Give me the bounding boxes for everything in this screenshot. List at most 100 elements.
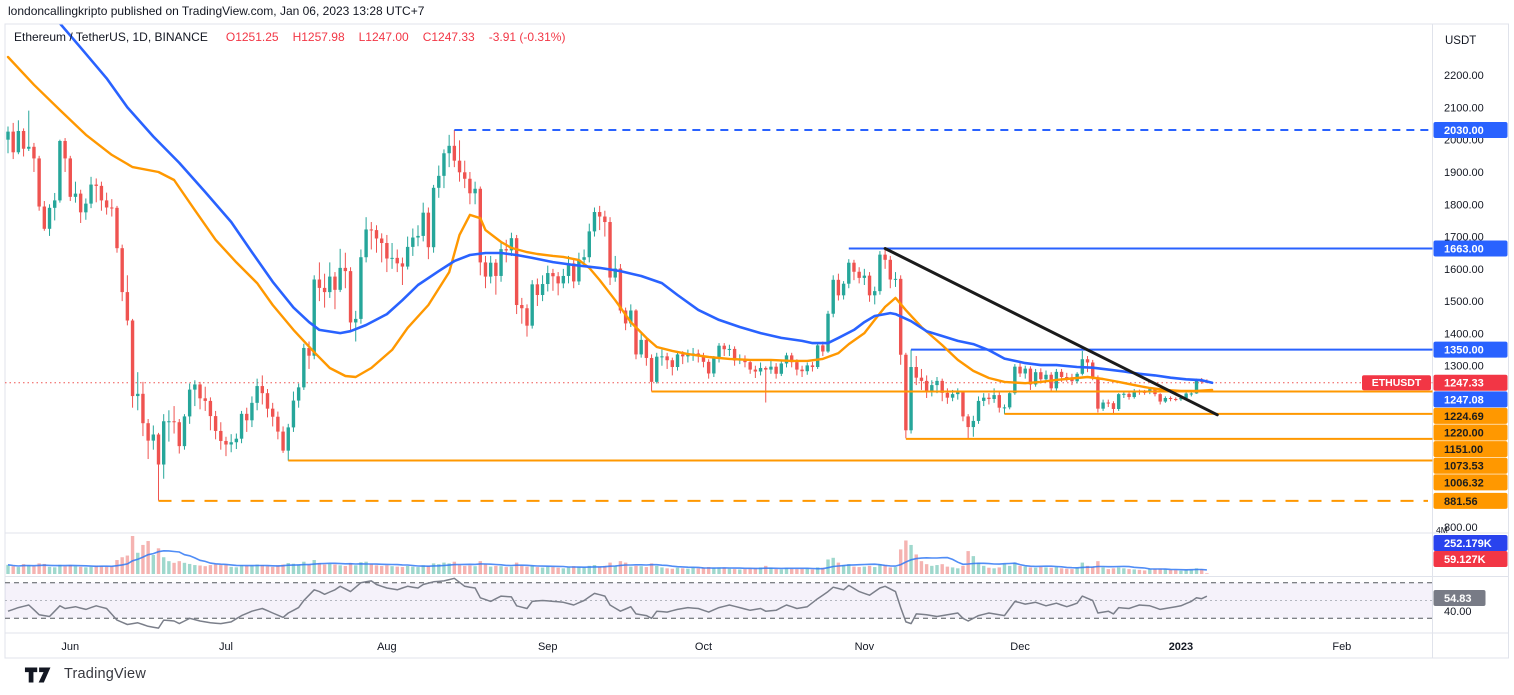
volume-bar bbox=[748, 568, 752, 574]
trendline-drawing[interactable] bbox=[883, 247, 1219, 417]
candle-body bbox=[1007, 393, 1012, 408]
indicator-badge-59.127K: 59.127K bbox=[1433, 551, 1508, 567]
volume-bar bbox=[421, 565, 425, 574]
volume-bar bbox=[1033, 567, 1038, 574]
volume-bar bbox=[504, 567, 508, 574]
legend-change: -3.91 (-0.31%) bbox=[488, 30, 566, 44]
time-label-Jul: Jul bbox=[219, 641, 233, 653]
candle-body bbox=[354, 318, 358, 323]
rsi-line[interactable] bbox=[7, 577, 1208, 629]
candle-body bbox=[852, 262, 856, 272]
price-scale[interactable]: USDT2200.002100.002000.001900.001800.001… bbox=[1433, 35, 1508, 618]
volume-bar bbox=[572, 566, 576, 574]
candle-body bbox=[810, 365, 815, 368]
candle-body bbox=[1127, 393, 1131, 398]
volume-bar bbox=[151, 555, 156, 574]
candle-body bbox=[260, 386, 265, 394]
candle-body bbox=[146, 423, 150, 441]
candle-body bbox=[525, 308, 529, 326]
candle-body bbox=[950, 394, 955, 398]
tradingview-brand-text[interactable]: TradingView bbox=[64, 666, 146, 682]
volume-bar bbox=[727, 568, 732, 574]
volume-bar bbox=[416, 567, 420, 574]
candle-body bbox=[16, 130, 21, 153]
volume-bar bbox=[784, 568, 789, 574]
ma-orange-line[interactable] bbox=[6, 55, 1214, 393]
volume-bar bbox=[722, 567, 726, 574]
rsi-band-fill bbox=[5, 582, 1433, 619]
candle-body bbox=[208, 400, 213, 417]
volume-bar bbox=[670, 568, 675, 574]
time-label-Dec: Dec bbox=[1010, 641, 1030, 653]
volume-bar bbox=[987, 567, 991, 574]
candle-body bbox=[675, 354, 680, 368]
volume-bar bbox=[1189, 569, 1194, 574]
volume-bar bbox=[888, 567, 892, 574]
volume-bar bbox=[976, 562, 981, 574]
volume-bar bbox=[1039, 567, 1043, 574]
candle-body bbox=[546, 273, 550, 285]
tradingview-logo-icon[interactable] bbox=[24, 665, 58, 685]
volume-bar bbox=[193, 565, 197, 574]
volume-bar bbox=[229, 566, 233, 574]
volume-bar bbox=[379, 565, 384, 574]
candle-body bbox=[21, 130, 26, 149]
volume-bar bbox=[1106, 569, 1110, 574]
volume-bar bbox=[758, 567, 763, 574]
volume-bar bbox=[655, 565, 659, 574]
indicator-badge-text: 54.83 bbox=[1444, 593, 1472, 605]
candle-body bbox=[717, 345, 721, 359]
candle-body bbox=[94, 184, 98, 186]
volume-bar bbox=[1059, 568, 1064, 574]
candle-body bbox=[603, 216, 607, 223]
symbol-tag-text: ETHUSDT bbox=[1372, 377, 1422, 389]
candle-body bbox=[328, 276, 332, 293]
candle-body bbox=[873, 291, 877, 296]
volume-bar bbox=[935, 565, 939, 574]
candle-body bbox=[1168, 398, 1173, 400]
volume-bar bbox=[701, 567, 706, 574]
volume-bar bbox=[992, 568, 996, 574]
candle-body bbox=[587, 231, 591, 258]
candle-body bbox=[141, 393, 145, 424]
chart-legend[interactable]: Ethereum / TetherUS, 1D, BINANCE O1251.25… bbox=[14, 30, 565, 44]
volume-bar bbox=[950, 567, 955, 574]
candle-body bbox=[400, 263, 405, 267]
symbol-title[interactable]: Ethereum / TetherUS, 1D, BINANCE bbox=[14, 30, 208, 44]
candle-body bbox=[421, 212, 425, 236]
volume-bar bbox=[769, 567, 773, 574]
volume-bar bbox=[732, 569, 737, 574]
candle-body bbox=[1174, 398, 1178, 400]
candle-body bbox=[779, 363, 784, 374]
volume-bar bbox=[514, 562, 519, 574]
candle-body bbox=[857, 271, 861, 278]
price-badge-text: 1220.00 bbox=[1444, 428, 1484, 440]
volume-bar bbox=[712, 568, 716, 574]
price-badge-1220.00: 1220.00 bbox=[1433, 424, 1508, 441]
volume-bar bbox=[1168, 569, 1173, 574]
price-tick-label: 1300.00 bbox=[1444, 361, 1484, 373]
volume-bar bbox=[660, 567, 664, 574]
candle-body bbox=[1065, 377, 1069, 379]
ma-blue-line[interactable] bbox=[59, 23, 1214, 385]
chart-outer-border bbox=[4, 23, 1509, 659]
time-scale[interactable]: Jun Jul Aug Sep Oct Nov Dec 2023 Feb bbox=[61, 641, 1351, 653]
volume-bar bbox=[245, 565, 249, 574]
volume-bar bbox=[525, 566, 529, 574]
candle-body bbox=[110, 207, 114, 209]
candle-body bbox=[971, 420, 976, 428]
candle-body bbox=[1023, 368, 1027, 374]
candle-body bbox=[130, 320, 135, 397]
volume-ma-line[interactable] bbox=[7, 549, 1207, 571]
candle-body bbox=[805, 365, 809, 372]
volume-bar bbox=[42, 563, 47, 574]
volume-bar bbox=[390, 566, 394, 574]
volume-bar bbox=[307, 564, 311, 574]
candle-body bbox=[47, 207, 52, 229]
volume-bar bbox=[58, 564, 62, 574]
price-tick-label: 1800.00 bbox=[1444, 199, 1484, 211]
volume-bar bbox=[914, 554, 918, 574]
volume-bar bbox=[141, 544, 145, 574]
candle-body bbox=[566, 263, 571, 276]
candle-body bbox=[32, 146, 36, 159]
